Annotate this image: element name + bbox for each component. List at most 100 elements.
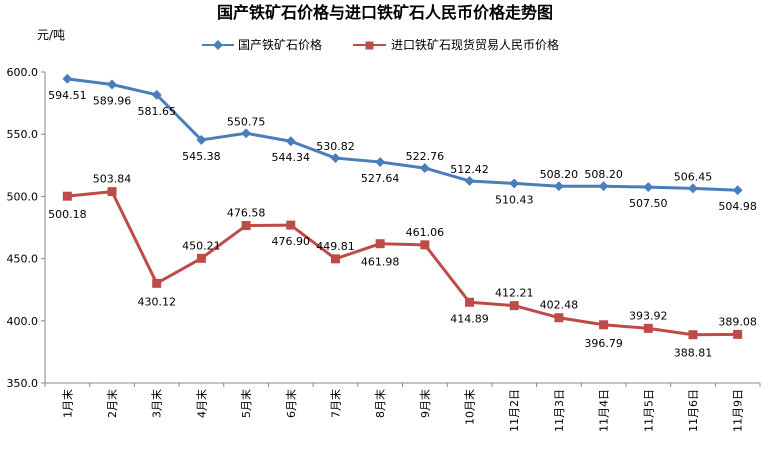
x-tick-label: 11月9日 [732, 389, 745, 432]
point-import [286, 220, 296, 230]
x-tick-label: 11月4日 [598, 389, 611, 432]
point-import [688, 330, 698, 340]
data-label-import: 450.21 [182, 239, 221, 252]
point-import [554, 313, 564, 323]
legend-marker-domestic [213, 40, 223, 50]
point-domestic [643, 182, 654, 193]
legend-item-domestic: 国产铁矿石价格 [202, 37, 322, 52]
data-label-domestic: 510.43 [495, 193, 534, 206]
point-domestic [62, 73, 73, 84]
y-tick-label: 500.0 [7, 190, 39, 203]
point-domestic [509, 178, 520, 189]
point-import [643, 323, 653, 333]
x-tick-label: 1月末 [60, 389, 74, 418]
x-tick-label: 9月末 [418, 389, 432, 418]
data-label-domestic: 506.45 [674, 170, 713, 183]
x-tick-label: 7月末 [328, 389, 342, 418]
point-domestic [107, 79, 117, 90]
legend-item-import: 进口铁矿石现货贸易人民币价格 [353, 37, 559, 52]
data-label-import: 414.89 [450, 312, 489, 325]
data-label-domestic: 504.98 [718, 200, 757, 213]
legend: 国产铁矿石价格 进口铁矿石现货贸易人民币价格 [202, 37, 559, 52]
point-import [509, 301, 519, 311]
point-domestic [732, 185, 743, 196]
point-domestic [553, 181, 564, 192]
data-label-import: 402.48 [540, 299, 579, 312]
data-label-domestic: 512.42 [450, 163, 489, 176]
data-label-domestic: 508.20 [540, 168, 579, 181]
data-label-import: 396.79 [584, 337, 623, 350]
point-domestic [464, 175, 475, 186]
data-label-domestic: 527.64 [361, 172, 400, 185]
point-import [733, 329, 743, 339]
point-import [420, 240, 430, 250]
data-label-import: 430.12 [137, 295, 176, 308]
point-domestic [151, 89, 162, 100]
data-label-import: 503.84 [93, 173, 132, 186]
unit-label: 元/吨 [37, 28, 65, 42]
data-label-domestic: 522.76 [406, 150, 445, 163]
x-tick-label: 10月末 [463, 389, 477, 425]
legend-label-import: 进口铁矿石现货贸易人民币价格 [391, 37, 559, 52]
data-label-domestic: 594.51 [48, 89, 87, 102]
x-tick-label: 5月末 [239, 389, 253, 418]
series-line-import [67, 190, 738, 337]
x-tick-label: 11月5日 [642, 389, 655, 432]
data-label-import: 461.98 [361, 256, 400, 269]
legend-label-domestic: 国产铁矿石价格 [238, 37, 322, 52]
x-tick-label: 11月2日 [508, 389, 521, 432]
data-label-import: 500.18 [48, 208, 87, 221]
point-import [599, 320, 609, 330]
y-tick-label: 450.0 [7, 253, 39, 266]
series-layer [62, 73, 743, 340]
data-label-import: 461.06 [406, 226, 445, 239]
point-domestic [196, 134, 207, 145]
axes: 350.0 400.0 450.0 500.0 550.0 600.0 1月末 2月末 3月末 4… [7, 66, 761, 432]
point-domestic [419, 163, 430, 174]
data-label-domestic: 507.50 [629, 197, 668, 210]
data-label-import: 388.81 [674, 347, 713, 360]
y-tick-label: 550.0 [7, 128, 39, 141]
point-domestic [598, 181, 609, 192]
point-import [62, 191, 72, 201]
x-tick-label: 2月末 [105, 389, 119, 418]
data-label-domestic: 530.82 [316, 140, 355, 153]
point-import [330, 254, 340, 264]
y-tick-label: 400.0 [7, 315, 39, 328]
x-tick-label: 6月末 [284, 389, 298, 418]
data-labels: 594.51 589.96 581.65 545.38 550.75 544.34 530.… [48, 89, 757, 360]
x-tick-label: 8月末 [373, 389, 387, 418]
data-label-import: 449.81 [316, 240, 355, 253]
data-label-domestic: 550.75 [227, 115, 266, 128]
x-tick-label: 11月3日 [553, 389, 566, 432]
point-import [375, 239, 385, 249]
point-import [241, 221, 251, 231]
point-import [196, 253, 206, 263]
data-label-domestic: 581.65 [137, 105, 176, 118]
data-label-domestic: 508.20 [584, 168, 623, 181]
legend-marker-import [365, 41, 374, 50]
data-label-import: 393.92 [629, 309, 668, 322]
data-label-import: 476.58 [227, 207, 266, 220]
data-label-domestic: 544.34 [272, 151, 311, 164]
point-domestic [688, 183, 698, 194]
data-label-import: 389.08 [718, 315, 757, 328]
point-domestic [375, 157, 386, 167]
data-label-domestic: 589.96 [93, 94, 132, 107]
y-tick-label: 350.0 [7, 377, 39, 390]
y-tick-label: 600.0 [7, 66, 39, 79]
point-domestic [241, 128, 252, 139]
x-tick-label: 11月6日 [687, 389, 700, 432]
point-domestic [285, 136, 296, 147]
data-label-import: 476.90 [272, 235, 311, 248]
x-tick-label: 4月末 [194, 389, 208, 418]
series-line-domestic [67, 77, 738, 192]
point-domestic [330, 153, 341, 164]
data-label-domestic: 545.38 [182, 150, 221, 163]
point-import [152, 278, 162, 288]
point-import [107, 187, 117, 197]
data-label-import: 412.21 [495, 287, 534, 300]
chart-title: 国产铁矿石价格与进口铁矿石人民币价格走势图 [217, 3, 553, 22]
x-tick-label: 3月末 [150, 389, 164, 418]
